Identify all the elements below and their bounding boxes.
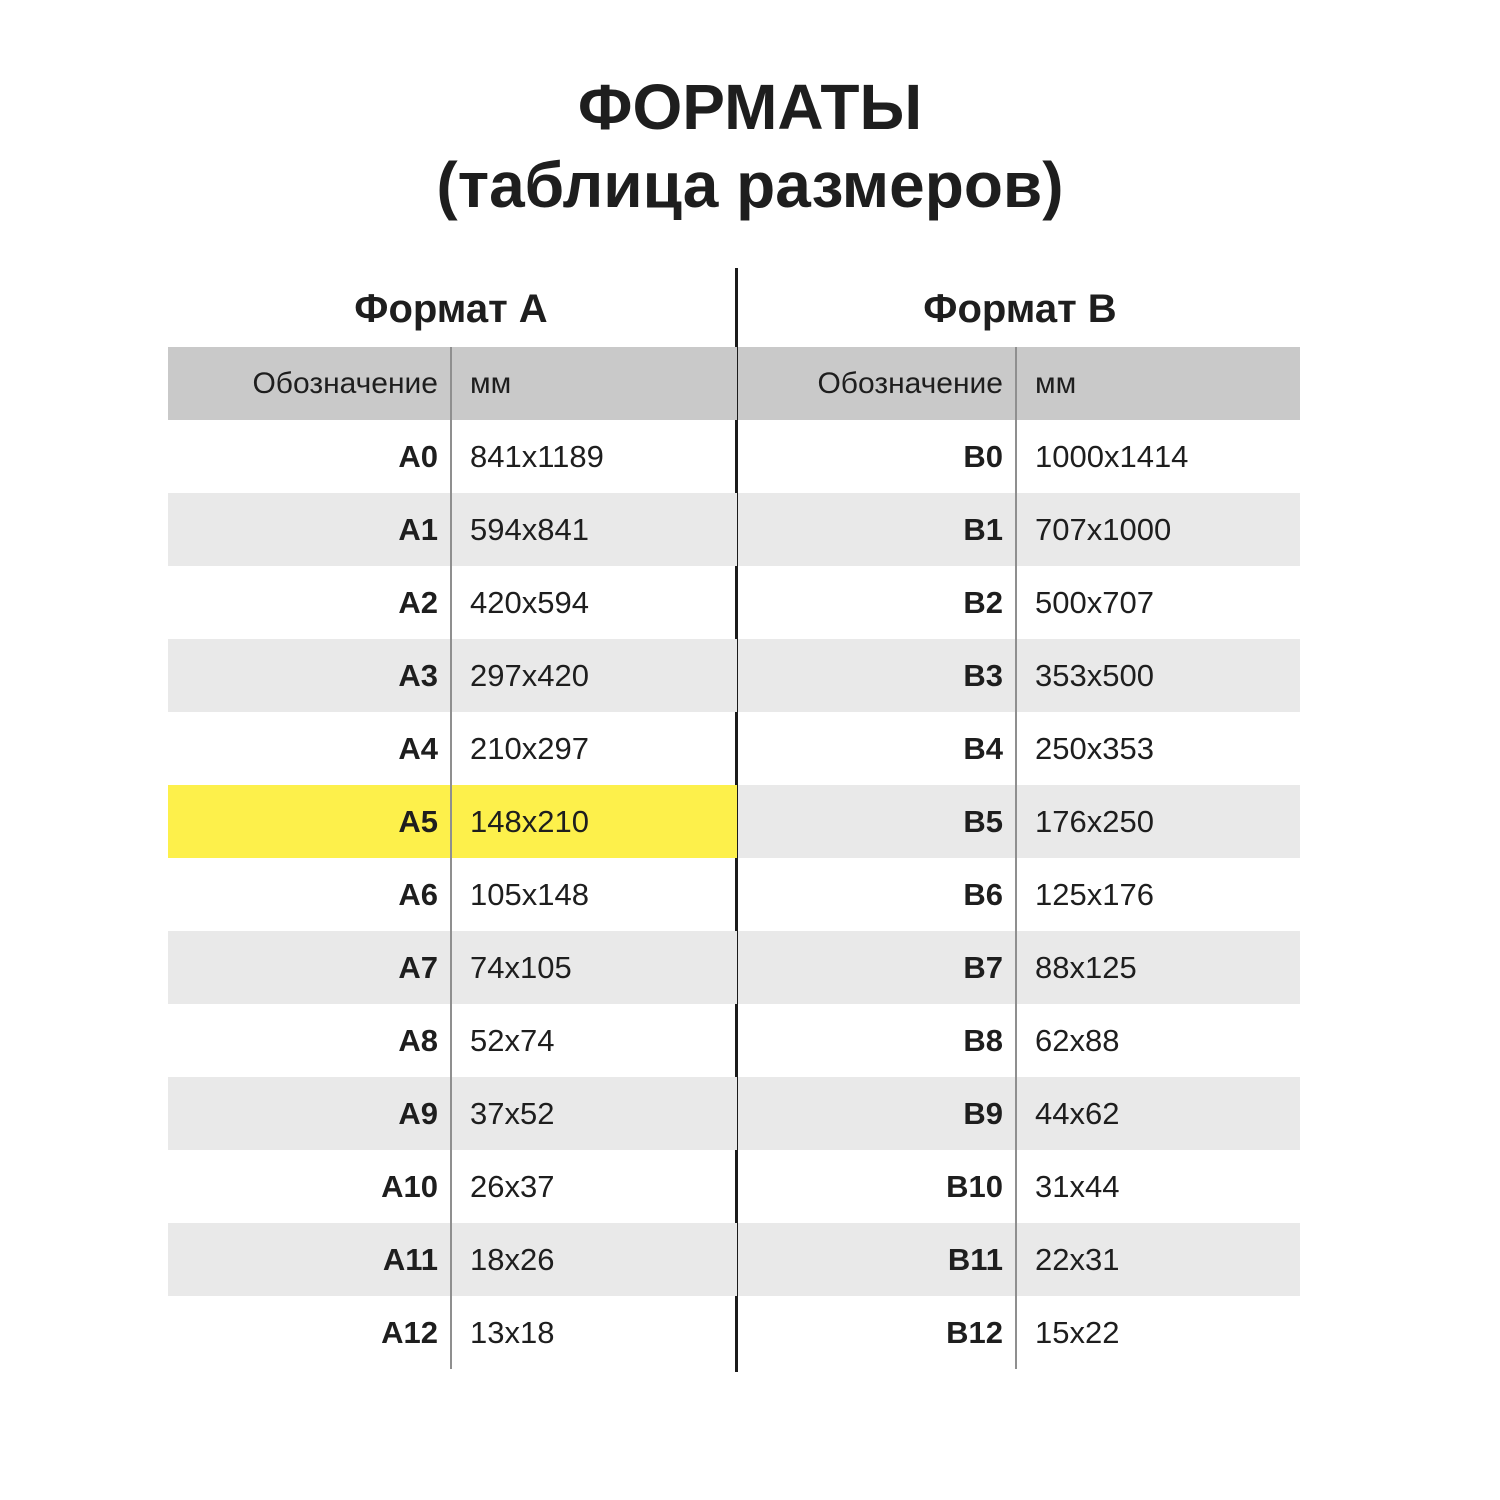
format-size-mm: 18x26: [470, 1242, 555, 1277]
table-row: B2 500x707: [738, 566, 1300, 639]
format-designation: B4: [738, 712, 1017, 785]
format-designation: B11: [738, 1223, 1017, 1296]
format-designation: A0: [168, 420, 452, 493]
format-b-table: Обозначение мм B0 1000x1414 B1 707x1000 …: [738, 347, 1300, 1369]
format-size-mm: 594x841: [470, 512, 589, 547]
format-size-mm: 37x52: [470, 1096, 555, 1131]
format-size-mm: 62x88: [1035, 1023, 1120, 1058]
page-title: ФОРМАТЫ: [577, 71, 923, 143]
table-row: A9 37x52: [168, 1077, 737, 1150]
format-designation: A6: [168, 858, 452, 931]
table-row: A10 26x37: [168, 1150, 737, 1223]
column-header-mm: мм: [1035, 367, 1077, 400]
table-row: B6 125x176: [738, 858, 1300, 931]
table-row: B7 88x125: [738, 931, 1300, 1004]
format-size-mm: 420x594: [470, 585, 589, 620]
format-designation: B3: [738, 639, 1017, 712]
column-header-mm: мм: [470, 367, 512, 400]
format-size-mm: 13x18: [470, 1315, 555, 1350]
format-designation: A1: [168, 493, 452, 566]
format-designation: B12: [738, 1296, 1017, 1369]
table-row: A0 841x1189: [168, 420, 737, 493]
table-row: A7 74x105: [168, 931, 737, 1004]
table-row: A6 105x148: [168, 858, 737, 931]
format-size-mm: 15x22: [1035, 1315, 1120, 1350]
table-row: B8 62x88: [738, 1004, 1300, 1077]
format-size-mm: 297x420: [470, 658, 589, 693]
table-row: B9 44x62: [738, 1077, 1300, 1150]
format-designation: B8: [738, 1004, 1017, 1077]
format-designation: B9: [738, 1077, 1017, 1150]
format-designation: B0: [738, 420, 1017, 493]
format-a-title: Формат А: [354, 287, 548, 331]
table-row: B11 22x31: [738, 1223, 1300, 1296]
table-row: B3 353x500: [738, 639, 1300, 712]
format-size-mm: 105x148: [470, 877, 589, 912]
format-designation: B6: [738, 858, 1017, 931]
table-row: A11 18x26: [168, 1223, 737, 1296]
format-size-mm: 88x125: [1035, 950, 1137, 985]
format-size-mm: 26x37: [470, 1169, 555, 1204]
format-designation: A12: [168, 1296, 452, 1369]
format-size-mm: 22x31: [1035, 1242, 1120, 1277]
table-row: B0 1000x1414: [738, 420, 1300, 493]
format-b-title: Формат В: [923, 287, 1117, 331]
format-designation: B7: [738, 931, 1017, 1004]
table-row: A8 52x74: [168, 1004, 737, 1077]
format-designation: B5: [738, 785, 1017, 858]
format-designation: B10: [738, 1150, 1017, 1223]
format-size-mm: 250x353: [1035, 731, 1154, 766]
format-size-mm: 210x297: [470, 731, 589, 766]
format-designation: A11: [168, 1223, 452, 1296]
format-size-mm: 1000x1414: [1035, 439, 1189, 474]
format-designation: A5: [168, 785, 452, 858]
format-designation: A8: [168, 1004, 452, 1077]
table-row: A4 210x297: [168, 712, 737, 785]
format-designation: B2: [738, 566, 1017, 639]
table-header-row: Обозначение мм: [168, 347, 737, 420]
table-row: B4 250x353: [738, 712, 1300, 785]
format-size-mm: 74x105: [470, 950, 572, 985]
format-size-mm: 500x707: [1035, 585, 1154, 620]
column-header-designation: Обозначение: [738, 347, 1017, 420]
format-size-mm: 148x210: [470, 804, 589, 839]
format-size-mm: 353x500: [1035, 658, 1154, 693]
table-row: B10 31x44: [738, 1150, 1300, 1223]
table-row: A2 420x594: [168, 566, 737, 639]
format-size-mm: 707x1000: [1035, 512, 1172, 547]
table-row: A3 297x420: [168, 639, 737, 712]
page-subtitle: (таблица размеров): [436, 149, 1064, 221]
format-designation: A7: [168, 931, 452, 1004]
format-size-mm: 841x1189: [470, 439, 604, 474]
table-row: A12 13x18: [168, 1296, 737, 1369]
table-header-row: Обозначение мм: [738, 347, 1300, 420]
format-designation: A4: [168, 712, 452, 785]
format-designation: A10: [168, 1150, 452, 1223]
table-row: B5 176x250: [738, 785, 1300, 858]
format-designation: A2: [168, 566, 452, 639]
table-row: B12 15x22: [738, 1296, 1300, 1369]
format-designation: B1: [738, 493, 1017, 566]
column-header-designation: Обозначение: [168, 347, 452, 420]
page-title-block: ФОРМАТЫ (таблица размеров): [0, 68, 1500, 224]
format-designation: A3: [168, 639, 452, 712]
format-size-mm: 125x176: [1035, 877, 1154, 912]
format-size-mm: 31x44: [1035, 1169, 1120, 1204]
table-row: A1 594x841: [168, 493, 737, 566]
format-size-mm: 176x250: [1035, 804, 1154, 839]
format-size-mm: 44x62: [1035, 1096, 1120, 1131]
format-size-mm: 52x74: [470, 1023, 555, 1058]
table-row-highlighted-a5: A5 148x210: [168, 785, 737, 858]
table-row: B1 707x1000: [738, 493, 1300, 566]
format-a-table: Обозначение мм A0 841x1189 A1 594x841 A2…: [168, 347, 737, 1369]
format-designation: A9: [168, 1077, 452, 1150]
